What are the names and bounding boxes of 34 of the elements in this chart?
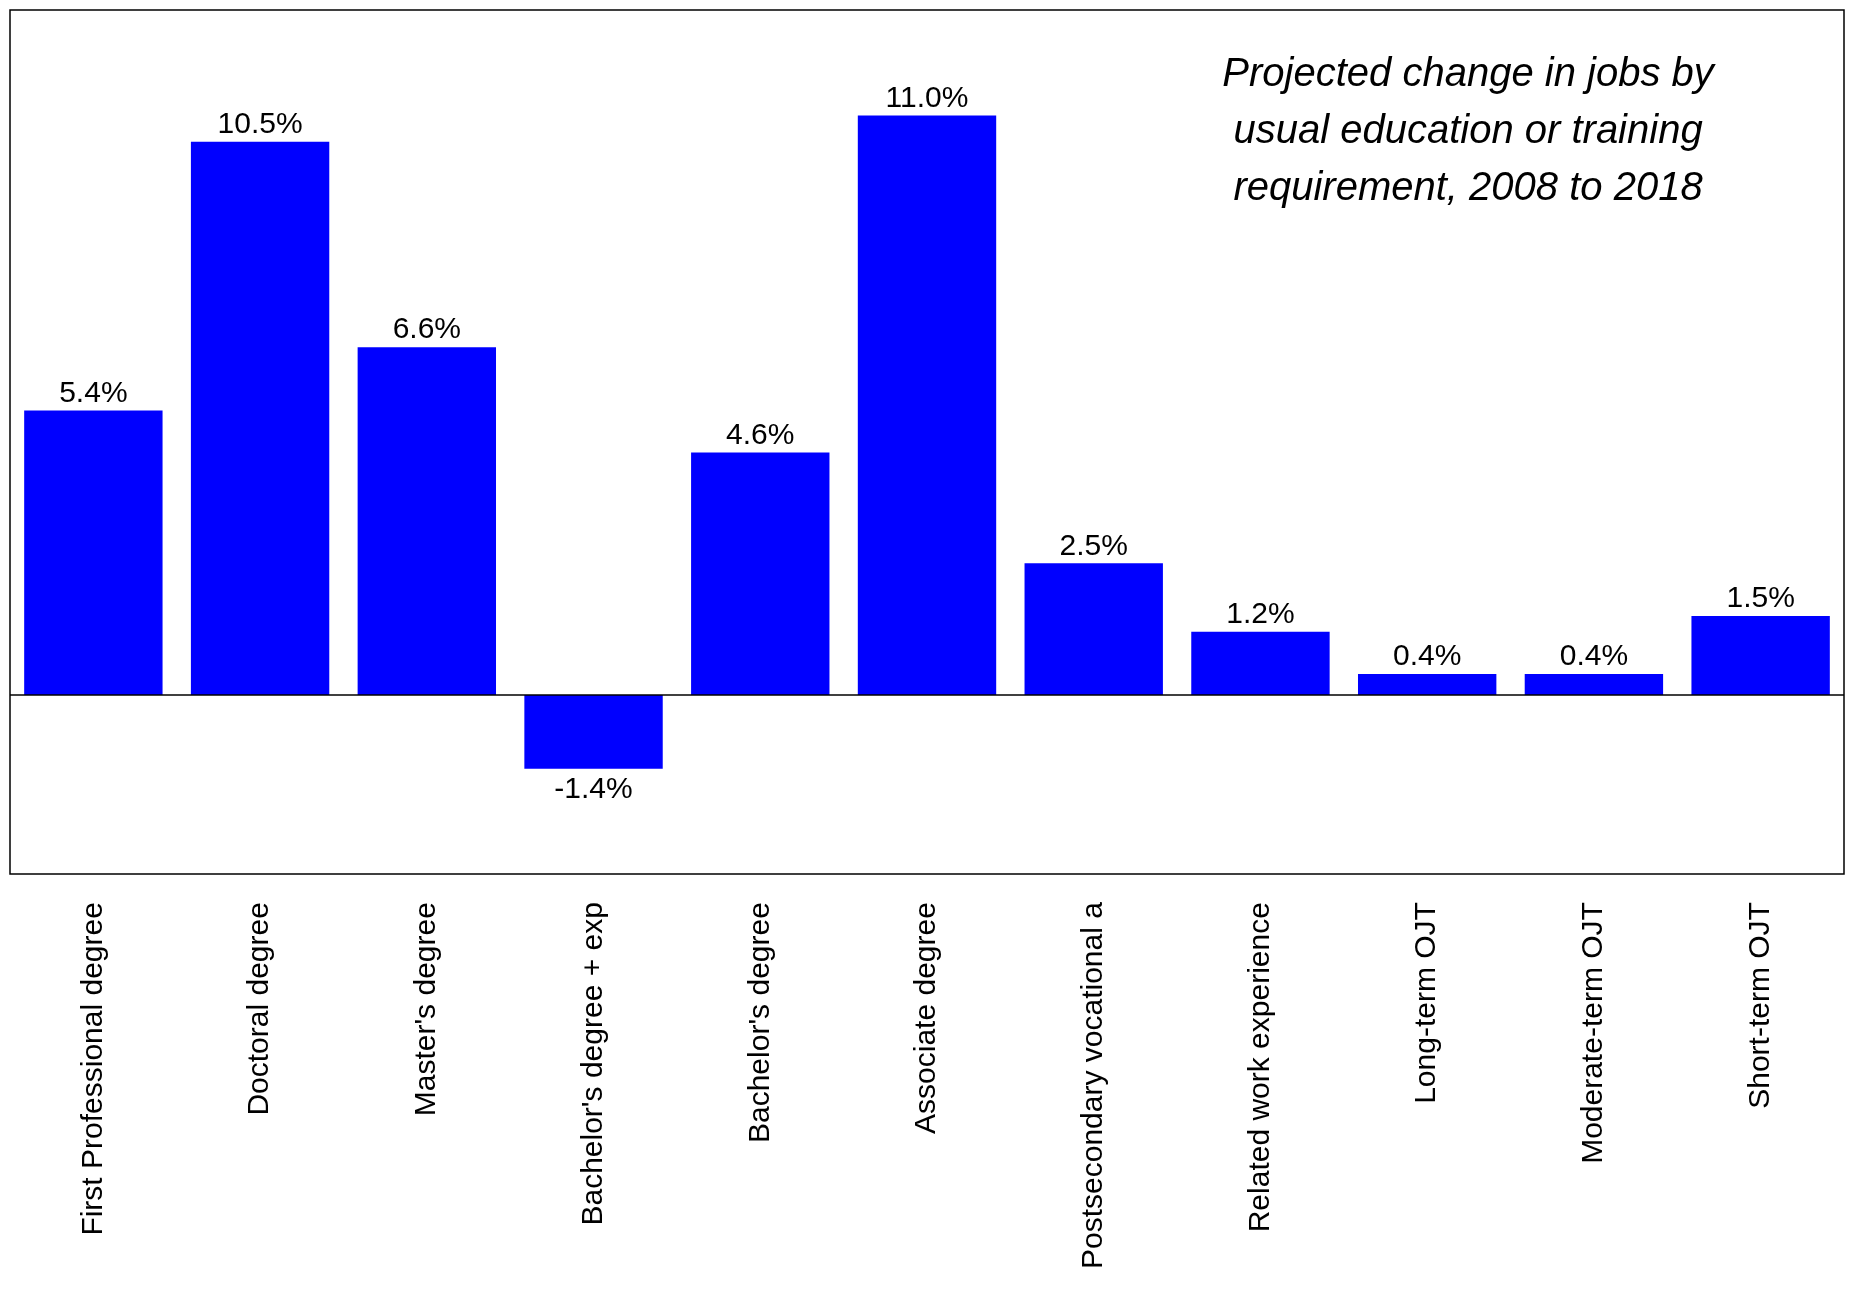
bar bbox=[190, 141, 330, 695]
data-label: 10.5% bbox=[217, 105, 303, 139]
x-tick-label: Postsecondary vocational a bbox=[1074, 901, 1108, 1270]
x-tick-label: Bachelor's degree + exp bbox=[574, 902, 608, 1226]
bar bbox=[1024, 563, 1163, 695]
x-tick-label: Moderate-term OJT bbox=[1575, 902, 1609, 1164]
x-tick-label: First Professional degree bbox=[74, 902, 108, 1236]
x-tick-label: Short-term OJT bbox=[1741, 902, 1775, 1109]
x-tick-label: Associate degree bbox=[908, 902, 942, 1134]
data-label: 1.2% bbox=[1226, 596, 1295, 630]
x-tick-label: Doctoral degree bbox=[241, 902, 275, 1116]
bar bbox=[524, 694, 663, 769]
data-label: -1.4% bbox=[554, 771, 633, 804]
data-label: 4.6% bbox=[726, 416, 795, 450]
data-label: 1.5% bbox=[1726, 580, 1795, 614]
x-tick-label: Bachelor's degree bbox=[741, 902, 775, 1144]
bar bbox=[857, 115, 997, 695]
bar bbox=[1691, 615, 1830, 695]
data-label: 5.4% bbox=[59, 374, 128, 408]
data-label: 6.6% bbox=[392, 311, 462, 345]
bar bbox=[691, 452, 830, 695]
data-label: 0.4% bbox=[1392, 638, 1462, 672]
data-label: 11.0% bbox=[885, 79, 969, 113]
data-label: 2.5% bbox=[1059, 527, 1128, 561]
bar bbox=[1357, 673, 1497, 695]
x-tick-label: Related work experience bbox=[1241, 902, 1275, 1233]
x-tick-label: Master's degree bbox=[408, 902, 442, 1117]
data-label: 0.4% bbox=[1559, 638, 1629, 672]
bar bbox=[1191, 631, 1330, 695]
bar bbox=[24, 410, 163, 695]
text: Projected change in jobs by usual education or training requirement, 2008 to 2018 bbox=[1222, 50, 1717, 208]
bar bbox=[357, 347, 497, 695]
x-tick-label: Long-term OJT bbox=[1408, 902, 1442, 1104]
bar bbox=[1524, 673, 1664, 695]
